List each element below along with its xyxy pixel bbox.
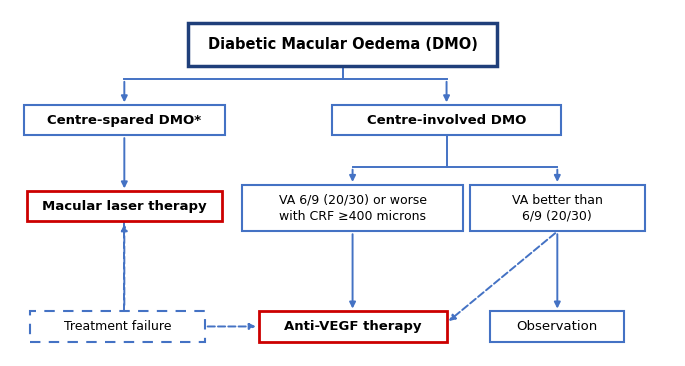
FancyBboxPatch shape [30, 311, 205, 341]
Text: Centre-spared DMO*: Centre-spared DMO* [47, 114, 201, 127]
FancyBboxPatch shape [242, 185, 463, 231]
FancyBboxPatch shape [23, 105, 225, 135]
FancyBboxPatch shape [188, 23, 497, 67]
Text: Centre-involved DMO: Centre-involved DMO [367, 114, 526, 127]
FancyBboxPatch shape [332, 105, 560, 135]
Text: Macular laser therapy: Macular laser therapy [42, 200, 207, 213]
Text: Observation: Observation [516, 320, 598, 333]
FancyBboxPatch shape [490, 311, 625, 341]
Text: VA better than
6/9 (20/30): VA better than 6/9 (20/30) [512, 194, 603, 223]
Text: Treatment failure: Treatment failure [64, 320, 171, 333]
Text: Anti-VEGF therapy: Anti-VEGF therapy [284, 320, 421, 333]
Text: Diabetic Macular Oedema (DMO): Diabetic Macular Oedema (DMO) [208, 37, 477, 52]
Text: VA 6/9 (20/30) or worse
with CRF ≥400 microns: VA 6/9 (20/30) or worse with CRF ≥400 mi… [279, 194, 427, 223]
FancyBboxPatch shape [27, 191, 222, 221]
FancyBboxPatch shape [258, 311, 447, 341]
FancyBboxPatch shape [470, 185, 645, 231]
